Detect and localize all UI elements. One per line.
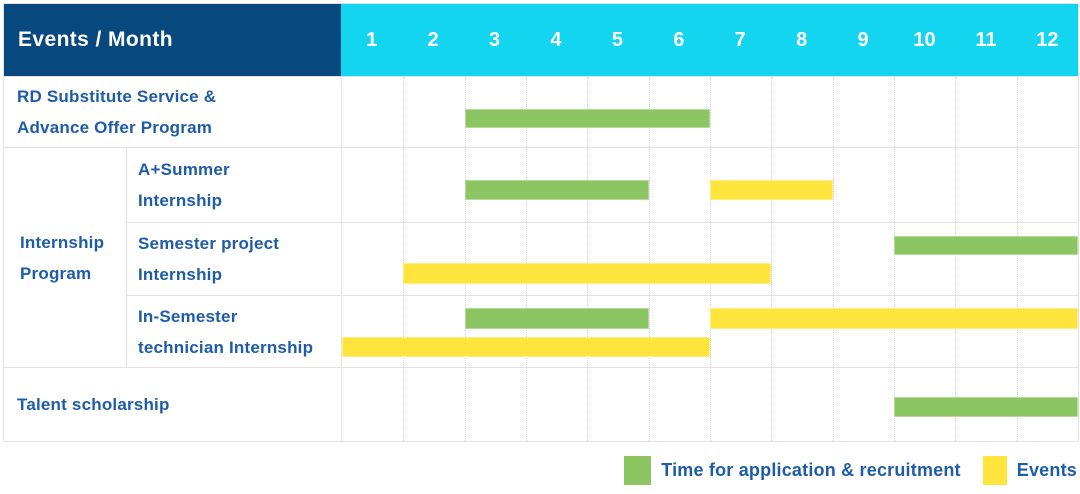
group-label-internship-program: Internship Program: [4, 147, 126, 367]
month-gridline: [526, 368, 527, 441]
month-gridline: [771, 296, 773, 367]
month-gridline: [955, 77, 957, 147]
month-gridline: [403, 77, 405, 147]
month-header-11: 11: [975, 28, 997, 51]
row-label-line: In-Semester: [138, 306, 238, 326]
chart-row-a-plus-summer-internship: [341, 147, 1078, 222]
row-label-line: A+Summer: [138, 160, 230, 179]
legend-item-application: Time for application & recruitment: [624, 455, 961, 485]
month-gridline: [894, 223, 895, 295]
month-header-10: 10: [913, 28, 936, 51]
month-header-8: 8: [796, 28, 808, 51]
row-label-line: RD Substitute Service &: [17, 87, 217, 106]
month-gridline: [1016, 223, 1018, 295]
event-bar: [403, 263, 772, 284]
month-gridline: [587, 223, 589, 295]
month-gridline: [464, 368, 466, 441]
month-gridline: [710, 296, 711, 367]
month-header-row: 1 2 3 4 5 6 7 8 9 10 11 12: [341, 4, 1078, 76]
events-swatch-icon: [982, 455, 1007, 485]
month-gridline: [403, 368, 405, 441]
month-gridline: [771, 77, 773, 147]
application-recruitment-swatch-icon: [624, 455, 652, 485]
month-gridline: [464, 296, 466, 367]
month-gridline: [832, 223, 834, 295]
event-bar: [342, 337, 710, 357]
application-recruitment-bar: [464, 180, 649, 200]
row-label-line: Internship: [138, 265, 223, 284]
month-header-7: 7: [734, 28, 746, 51]
month-gridline: [894, 296, 895, 367]
legend: Time for application & recruitment Event…: [624, 452, 1077, 488]
month-gridline: [648, 148, 650, 222]
month-gridline: [1016, 148, 1018, 222]
event-bar: [710, 180, 833, 200]
row-label-talent-scholarship: Talent scholarship: [4, 367, 341, 441]
month-header-6: 6: [673, 28, 685, 51]
legend-item-events: Events: [982, 455, 1077, 485]
month-gridline: [403, 223, 405, 295]
month-header-1: 1: [366, 28, 378, 51]
header-events-month-cell: Events / Month: [4, 4, 341, 76]
month-gridline: [955, 296, 957, 367]
month-gridline: [894, 77, 895, 147]
month-gridline: [771, 368, 773, 441]
month-gridline: [771, 223, 773, 295]
month-header-5: 5: [611, 28, 623, 51]
month-gridline: [1016, 296, 1018, 367]
month-gridline: [464, 223, 466, 295]
row-label-in-semester-technician-internship: In-Semester technician Internship: [126, 295, 341, 367]
chart-row-talent-scholarship: [341, 367, 1078, 441]
legend-label: Time for application & recruitment: [661, 459, 961, 480]
month-header-9: 9: [857, 28, 869, 51]
chart-row-rd-substitute: [341, 76, 1078, 147]
application-recruitment-bar: [894, 236, 1078, 255]
row-label-rd-substitute: RD Substitute Service & Advance Offer Pr…: [4, 76, 341, 147]
month-gridline: [832, 77, 834, 147]
row-label-line: Internship: [138, 191, 223, 210]
application-recruitment-bar: [464, 109, 710, 128]
month-gridline: [648, 368, 650, 441]
application-recruitment-bar: [464, 308, 649, 329]
month-gridline: [587, 296, 589, 367]
schedule-table: Events / Month 1 2 3 4 5 6 7 8 9 10 11 12 RD Substi…: [3, 3, 1079, 442]
chart-row-in-semester-technician-internship: [341, 295, 1078, 367]
header-events-month-label: Events / Month: [18, 28, 173, 51]
month-gridline: [710, 223, 711, 295]
event-bar: [710, 308, 1078, 329]
chart-row-semester-project-internship: [341, 222, 1078, 295]
row-label-line: technician Internship: [138, 337, 314, 357]
month-gridline: [832, 148, 834, 222]
month-gridline: [894, 148, 895, 222]
month-gridline: [648, 223, 650, 295]
legend-label: Events: [1016, 459, 1077, 480]
month-gridline: [832, 368, 834, 441]
month-gridline: [526, 296, 527, 367]
month-gridline: [526, 223, 527, 295]
group-label-line: Internship: [20, 232, 105, 252]
row-label-a-plus-summer-internship: A+Summer Internship: [126, 147, 341, 222]
group-label-line: Program: [20, 263, 92, 283]
month-gridline: [648, 296, 650, 367]
row-label-line: Semester project: [138, 234, 280, 253]
month-gridline: [832, 296, 834, 367]
row-label-line: Advance Offer Program: [17, 118, 213, 137]
month-gridline: [587, 368, 589, 441]
month-gridline: [710, 368, 711, 441]
month-header-3: 3: [488, 28, 501, 51]
month-header-2: 2: [427, 28, 439, 51]
month-gridline: [403, 148, 405, 222]
application-recruitment-bar: [894, 397, 1078, 417]
row-label-semester-project-internship: Semester project Internship: [126, 222, 341, 295]
month-gridline: [955, 148, 957, 222]
month-header-12: 12: [1036, 28, 1059, 51]
month-gridline: [710, 77, 711, 147]
month-gridline: [1016, 77, 1018, 147]
row-label-line: Talent scholarship: [17, 395, 170, 414]
month-gridline: [403, 296, 405, 367]
month-header-4: 4: [550, 28, 562, 51]
month-gridline: [955, 223, 957, 295]
